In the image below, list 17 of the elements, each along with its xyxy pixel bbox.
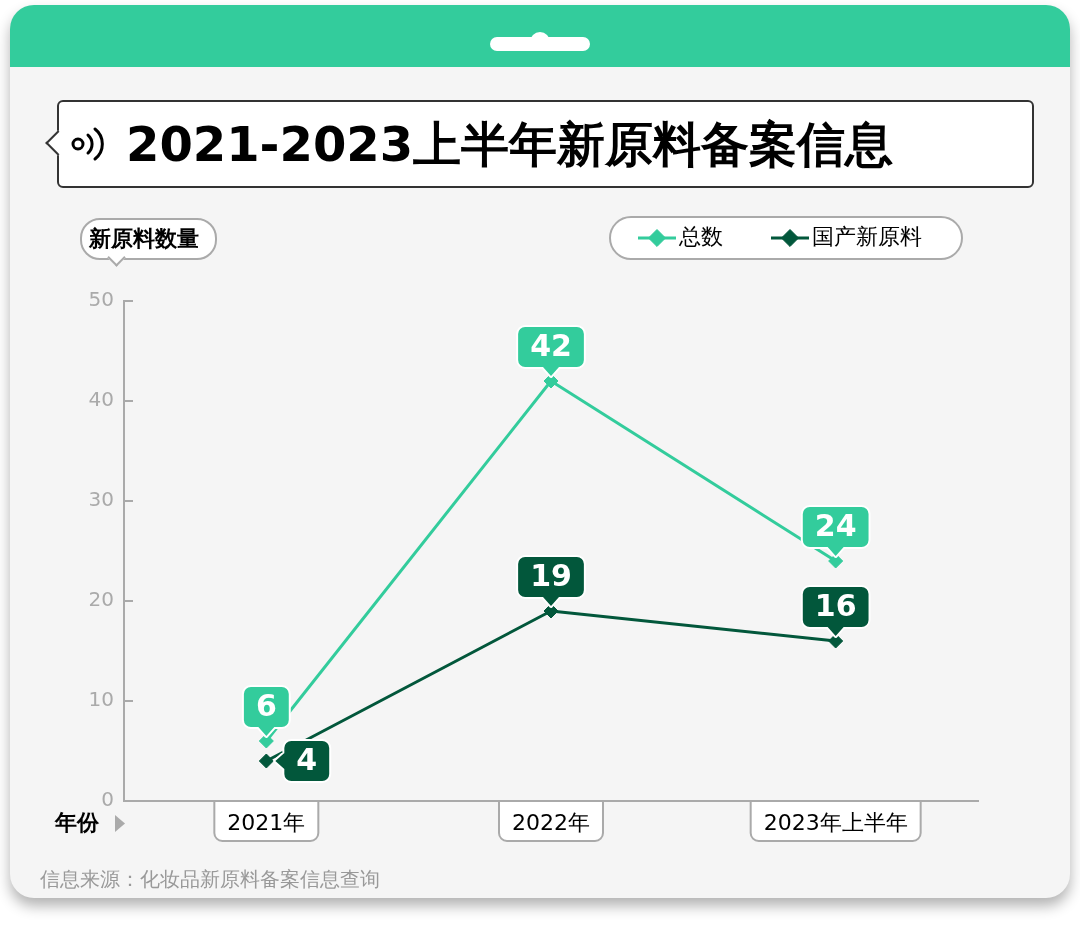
y-tick-label: 20: [88, 587, 114, 612]
y-tick-label: 0: [101, 787, 114, 812]
y-tick-label: 50: [88, 287, 114, 312]
x-tick-label: 2021年: [227, 809, 306, 835]
legend-label: 国产新原料: [812, 223, 922, 249]
chart-title: 2021-2023上半年新原料备案信息: [126, 115, 894, 174]
text: 信息来源：化妆品新原料备案信息查询: [40, 866, 380, 893]
y-axis-title: 新原料数量: [89, 225, 199, 253]
x-axis-title: 年份: [55, 809, 99, 837]
legend-label: 总数: [678, 223, 723, 249]
x-tick-label: 2022年: [512, 809, 590, 835]
data-label: 6: [255, 687, 277, 723]
y-tick-label: 40: [88, 387, 114, 412]
x-tick-label: 2023年上半年: [763, 809, 908, 835]
point: [258, 753, 274, 769]
y-tick-label: 30: [88, 487, 114, 512]
y-tick-label: 10: [88, 687, 114, 712]
